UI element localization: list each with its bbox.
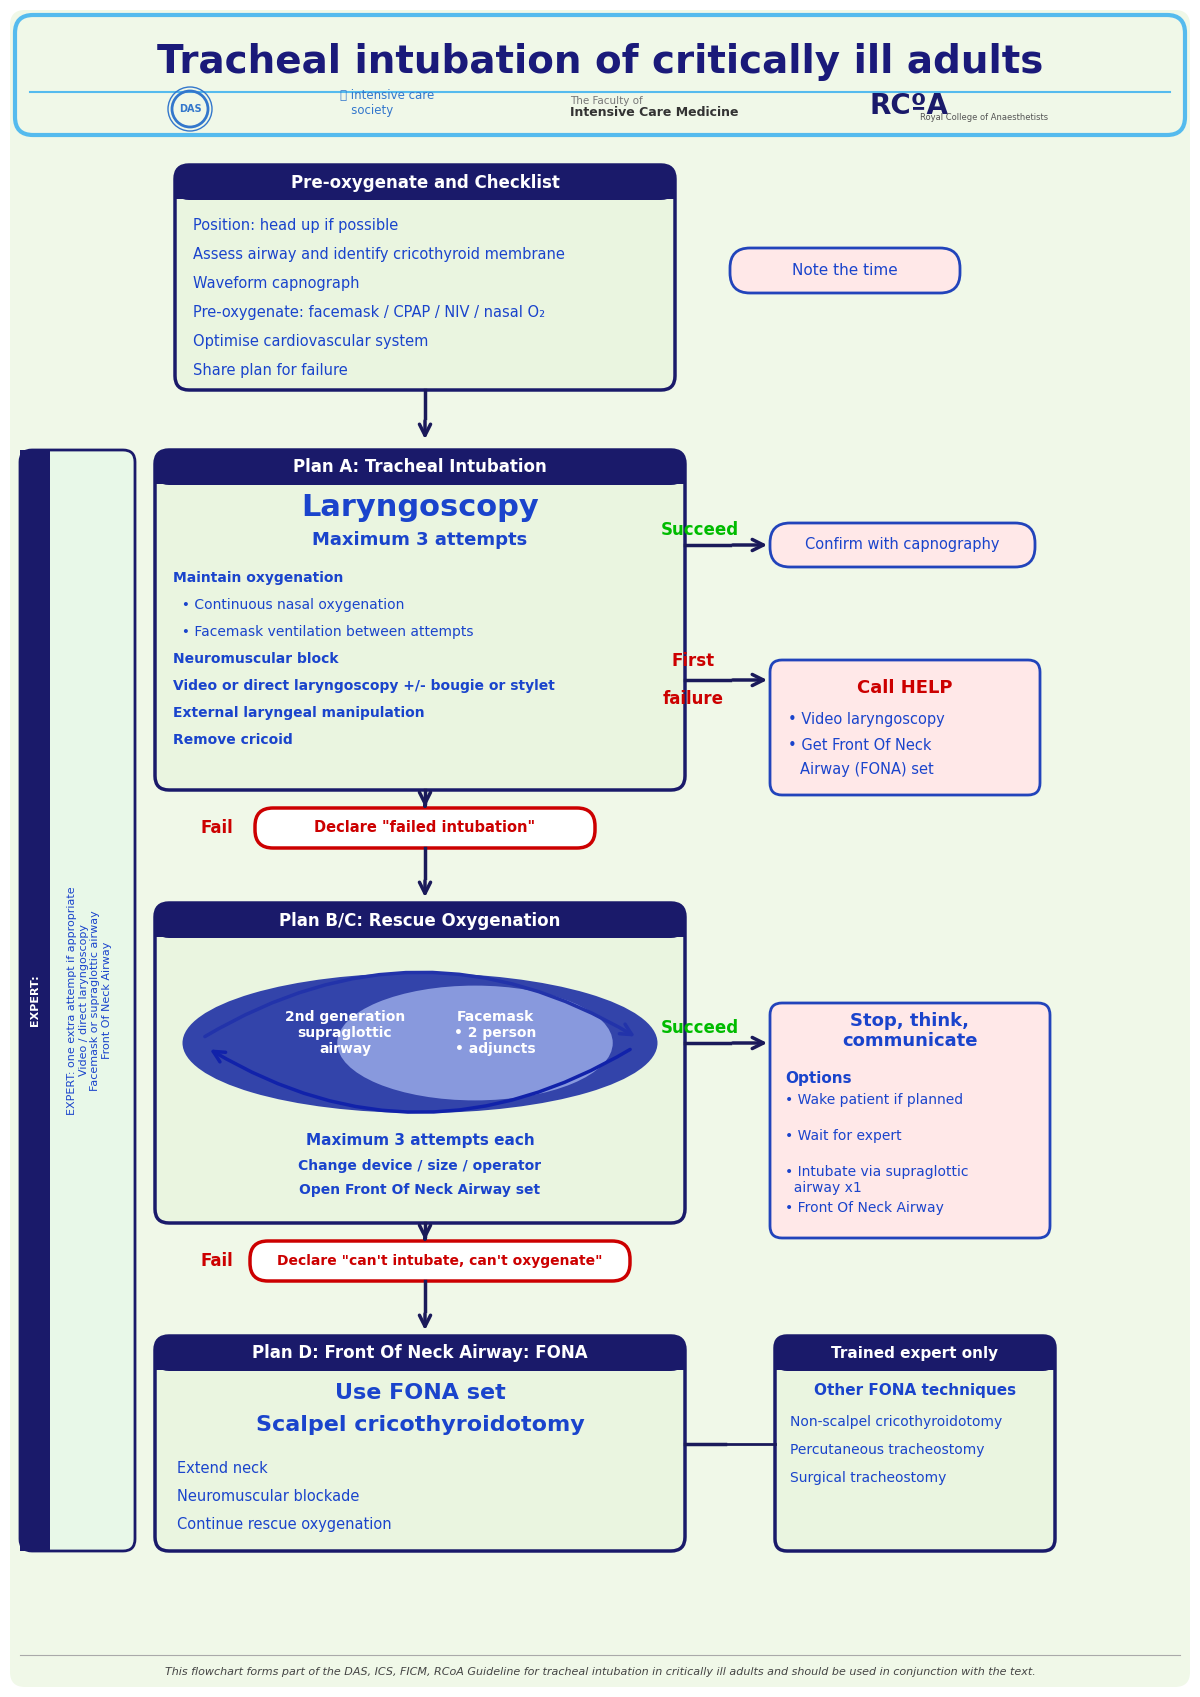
FancyBboxPatch shape xyxy=(20,450,134,1551)
Text: • Front Of Neck Airway: • Front Of Neck Airway xyxy=(785,1201,944,1215)
Text: First: First xyxy=(672,652,714,670)
Text: Position: head up if possible: Position: head up if possible xyxy=(193,217,398,232)
Text: Succeed: Succeed xyxy=(661,1018,739,1037)
Bar xyxy=(155,1353,685,1369)
Text: Neuromuscular blockade: Neuromuscular blockade xyxy=(178,1488,359,1504)
Text: Surgical tracheostomy: Surgical tracheostomy xyxy=(790,1471,947,1485)
Text: Change device / size / operator: Change device / size / operator xyxy=(299,1159,541,1173)
Text: Call HELP: Call HELP xyxy=(857,679,953,697)
FancyBboxPatch shape xyxy=(250,1241,630,1281)
Ellipse shape xyxy=(337,986,613,1100)
FancyBboxPatch shape xyxy=(775,1336,1055,1551)
Text: Remove cricoid: Remove cricoid xyxy=(173,733,293,747)
Text: Plan A: Tracheal Intubation: Plan A: Tracheal Intubation xyxy=(293,458,547,477)
Text: Percutaneous tracheostomy: Percutaneous tracheostomy xyxy=(790,1442,984,1458)
Text: Waveform capnograph: Waveform capnograph xyxy=(193,277,360,290)
FancyBboxPatch shape xyxy=(155,450,685,791)
Text: • Get Front Of Neck: • Get Front Of Neck xyxy=(788,738,931,753)
FancyBboxPatch shape xyxy=(155,903,685,1224)
Text: Stop, think,
communicate: Stop, think, communicate xyxy=(842,1011,978,1050)
Text: Neuromuscular block: Neuromuscular block xyxy=(173,652,338,665)
Text: failure: failure xyxy=(662,691,724,708)
Text: • Wait for expert: • Wait for expert xyxy=(785,1129,901,1144)
Text: Optimise cardiovascular system: Optimise cardiovascular system xyxy=(193,334,428,350)
Text: Pre-oxygenate and Checklist: Pre-oxygenate and Checklist xyxy=(290,173,559,192)
Bar xyxy=(20,450,50,1551)
Text: Succeed: Succeed xyxy=(661,521,739,540)
FancyBboxPatch shape xyxy=(770,523,1034,567)
Bar xyxy=(155,920,685,937)
Text: Plan D: Front Of Neck Airway: FONA: Plan D: Front Of Neck Airway: FONA xyxy=(252,1344,588,1363)
FancyBboxPatch shape xyxy=(14,15,1186,136)
Text: Facemask
• 2 person
• adjuncts: Facemask • 2 person • adjuncts xyxy=(454,1010,536,1056)
Text: External laryngeal manipulation: External laryngeal manipulation xyxy=(173,706,425,720)
FancyBboxPatch shape xyxy=(775,1336,1055,1371)
Text: Maximum 3 attempts each: Maximum 3 attempts each xyxy=(306,1134,534,1147)
Text: Royal College of Anaesthetists: Royal College of Anaesthetists xyxy=(920,114,1048,122)
Ellipse shape xyxy=(182,972,658,1113)
Text: • Video laryngoscopy: • Video laryngoscopy xyxy=(788,713,944,726)
Bar xyxy=(775,1353,1055,1369)
Text: Plan B/C: Rescue Oxygenation: Plan B/C: Rescue Oxygenation xyxy=(280,911,560,930)
FancyBboxPatch shape xyxy=(256,808,595,848)
Text: • Wake patient if planned: • Wake patient if planned xyxy=(785,1093,964,1106)
Text: Declare "can't intubate, can't oxygenate": Declare "can't intubate, can't oxygenate… xyxy=(277,1254,602,1268)
Text: Laryngoscopy: Laryngoscopy xyxy=(301,494,539,523)
FancyBboxPatch shape xyxy=(10,10,1190,1687)
Text: Use FONA set: Use FONA set xyxy=(335,1383,505,1403)
FancyBboxPatch shape xyxy=(730,248,960,294)
Text: Intensive Care Medicine: Intensive Care Medicine xyxy=(570,107,738,119)
Text: Assess airway and identify cricothyroid membrane: Assess airway and identify cricothyroid … xyxy=(193,248,565,261)
Text: EXPERT:: EXPERT: xyxy=(30,974,40,1027)
FancyBboxPatch shape xyxy=(770,1003,1050,1239)
Text: Fail: Fail xyxy=(200,820,233,837)
Text: Fail: Fail xyxy=(200,1252,233,1269)
Text: Declare "failed intubation": Declare "failed intubation" xyxy=(314,821,535,835)
Text: Share plan for failure: Share plan for failure xyxy=(193,363,348,378)
Text: Trained expert only: Trained expert only xyxy=(832,1346,998,1361)
Text: • Intubate via supraglottic
  airway x1: • Intubate via supraglottic airway x1 xyxy=(785,1166,968,1195)
Text: Other FONA techniques: Other FONA techniques xyxy=(814,1383,1016,1398)
FancyBboxPatch shape xyxy=(175,165,674,200)
Text: Open Front Of Neck Airway set: Open Front Of Neck Airway set xyxy=(300,1183,540,1196)
FancyBboxPatch shape xyxy=(20,450,50,1551)
Text: Maintain oxygenation: Maintain oxygenation xyxy=(173,570,343,585)
Text: Extend neck: Extend neck xyxy=(178,1461,268,1476)
Text: Tracheal intubation of critically ill adults: Tracheal intubation of critically ill ad… xyxy=(157,42,1043,81)
Text: Video or direct laryngoscopy +/- bougie or stylet: Video or direct laryngoscopy +/- bougie … xyxy=(173,679,554,692)
Text: Pre-oxygenate: facemask / CPAP / NIV / nasal O₂: Pre-oxygenate: facemask / CPAP / NIV / n… xyxy=(193,305,545,321)
Text: • Facemask ventilation between attempts: • Facemask ventilation between attempts xyxy=(173,624,474,640)
Text: Note the time: Note the time xyxy=(792,263,898,278)
Text: • Continuous nasal oxygenation: • Continuous nasal oxygenation xyxy=(173,597,404,613)
Bar xyxy=(155,467,685,484)
Text: Scalpel cricothyroidotomy: Scalpel cricothyroidotomy xyxy=(256,1415,584,1436)
Text: Non-scalpel cricothyroidotomy: Non-scalpel cricothyroidotomy xyxy=(790,1415,1002,1429)
Text: Maximum 3 attempts: Maximum 3 attempts xyxy=(312,531,528,550)
Text: 2nd generation
supraglottic
airway: 2nd generation supraglottic airway xyxy=(284,1010,406,1056)
FancyBboxPatch shape xyxy=(155,1336,685,1551)
FancyBboxPatch shape xyxy=(175,165,674,390)
Text: Ⓘ intensive care
   society: Ⓘ intensive care society xyxy=(340,88,434,117)
FancyBboxPatch shape xyxy=(155,903,685,938)
Text: Continue rescue oxygenation: Continue rescue oxygenation xyxy=(178,1517,391,1532)
Text: Confirm with capnography: Confirm with capnography xyxy=(805,538,1000,553)
FancyBboxPatch shape xyxy=(155,450,685,485)
Text: EXPERT: one extra attempt if appropriate
Video / direct laryngoscopy
Facemask or: EXPERT: one extra attempt if appropriate… xyxy=(67,886,112,1115)
Text: DAS: DAS xyxy=(179,104,202,114)
Text: Airway (FONA) set: Airway (FONA) set xyxy=(800,762,934,777)
FancyBboxPatch shape xyxy=(155,1336,685,1371)
Text: RCºA: RCºA xyxy=(870,92,949,120)
Bar xyxy=(175,182,674,199)
FancyBboxPatch shape xyxy=(770,660,1040,794)
Text: Options: Options xyxy=(785,1071,852,1086)
Text: This flowchart forms part of the DAS, ICS, FICM, RCoA Guideline for tracheal int: This flowchart forms part of the DAS, IC… xyxy=(164,1666,1036,1677)
Text: The Faculty of: The Faculty of xyxy=(570,97,643,105)
